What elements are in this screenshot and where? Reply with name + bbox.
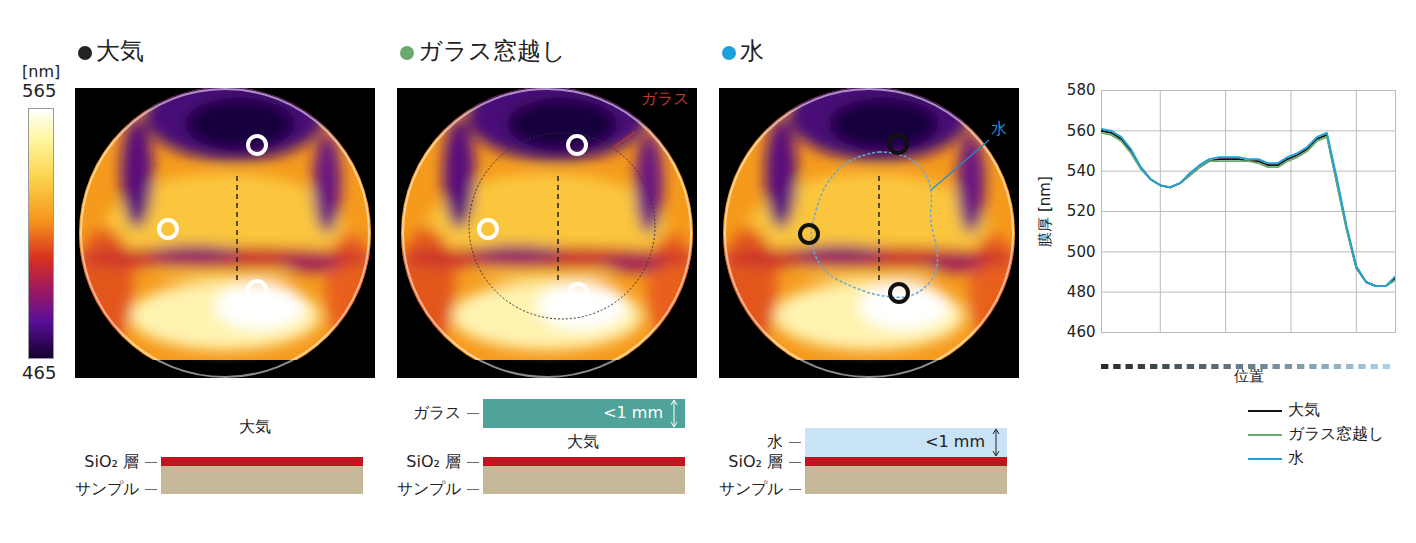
svg-text:480: 480 <box>1067 283 1096 301</box>
html-text:サンプル: サンプル <box>397 479 461 498</box>
html-text:SiO₂ 層: SiO₂ 層 <box>84 452 139 471</box>
html-text:ガラス窓越し: ガラス窓越し <box>418 37 566 65</box>
html-text:ガラス: ガラス <box>413 403 461 422</box>
html-text:ガラス窓越し: ガラス窓越し <box>1288 424 1384 443</box>
svg-text:520: 520 <box>1067 202 1096 220</box>
html-text:<1 mm: <1 mm <box>925 432 985 451</box>
html-text:サンプル: サンプル <box>719 479 783 498</box>
svg-text:位置: 位置 <box>1234 367 1264 385</box>
html-text:SiO₂ 層: SiO₂ 層 <box>406 452 461 471</box>
html-text:565: 565 <box>22 80 57 101</box>
html-text:サンプル: サンプル <box>75 479 139 498</box>
svg-text:500: 500 <box>1067 243 1096 261</box>
html-text:水: 水 <box>740 37 764 65</box>
html-text:[nm]: [nm] <box>22 62 61 81</box>
html-text:水: 水 <box>767 432 783 451</box>
html-text:ガラス: ガラス <box>641 89 689 108</box>
html-text:465: 465 <box>22 362 57 383</box>
html-text:大気: 大気 <box>1288 400 1320 419</box>
html-text:大気: 大気 <box>239 417 271 436</box>
html-text:水: 水 <box>991 119 1007 138</box>
html-text:大気: 大気 <box>96 37 144 65</box>
svg-text:560: 560 <box>1067 122 1096 140</box>
html-text:大気: 大気 <box>567 432 599 451</box>
svg-text:460: 460 <box>1067 323 1096 341</box>
svg-text:膜厚 [nm]: 膜厚 [nm] <box>1036 176 1054 247</box>
html-text:SiO₂ 層: SiO₂ 層 <box>728 452 783 471</box>
svg-text:580: 580 <box>1067 81 1096 99</box>
html-text:<1 mm: <1 mm <box>603 403 663 422</box>
svg-text:540: 540 <box>1067 162 1096 180</box>
html-text:水: 水 <box>1288 448 1304 467</box>
